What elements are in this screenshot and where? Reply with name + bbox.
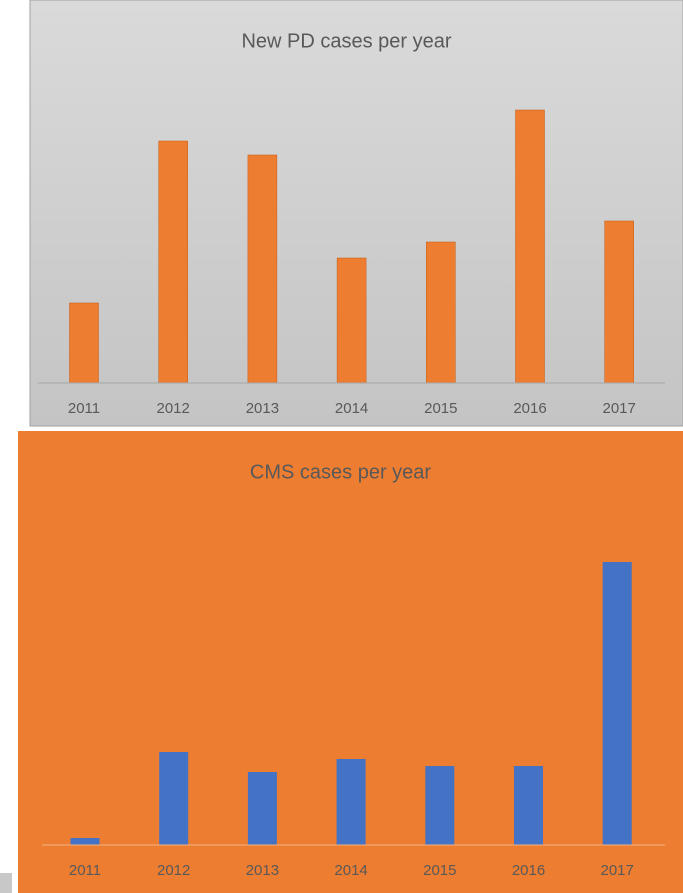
corner-block	[0, 873, 12, 893]
x-tick-label: 2016	[512, 862, 545, 879]
bar	[158, 140, 188, 384]
x-tick-label: 2012	[157, 862, 190, 879]
bar	[70, 838, 100, 845]
x-tick-label: 2017	[603, 400, 636, 417]
bar	[604, 220, 634, 384]
bar	[336, 759, 366, 845]
bar	[247, 154, 278, 384]
chart-title: CMS cases per year	[250, 461, 432, 483]
bar	[425, 766, 455, 845]
bar	[247, 772, 277, 845]
bar	[336, 257, 367, 384]
x-tick-label: 2015	[423, 862, 456, 879]
x-tick-label: 2016	[513, 400, 546, 417]
x-tick-label: 2012	[157, 400, 190, 417]
x-tick-label: 2014	[335, 400, 368, 417]
bar	[69, 302, 99, 384]
x-tick-label: 2011	[69, 862, 101, 879]
x-tick-label: 2015	[424, 400, 457, 417]
x-tick-label: 2017	[601, 862, 634, 879]
bar	[426, 241, 456, 384]
bar	[515, 109, 545, 384]
x-tick-label: 2014	[334, 862, 367, 879]
x-tick-label: 2013	[246, 862, 279, 879]
bar	[514, 766, 543, 845]
x-tick-label: 2011	[68, 400, 100, 417]
bar	[602, 562, 632, 845]
x-tick-label: 2013	[246, 400, 279, 417]
bar	[159, 752, 189, 845]
chart-title: New PD cases per year	[241, 30, 451, 52]
